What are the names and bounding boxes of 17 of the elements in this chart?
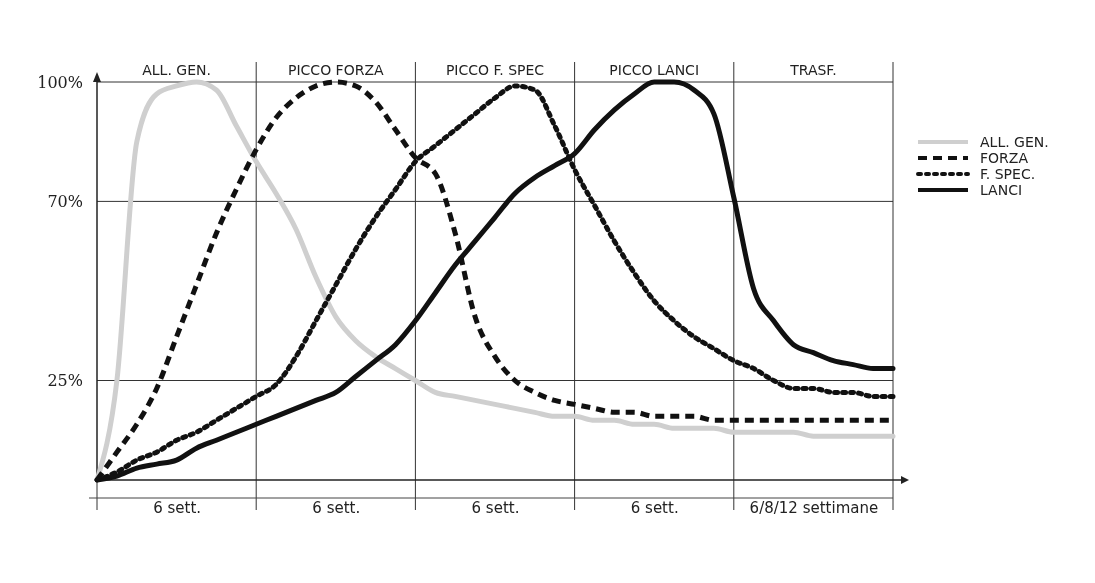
text: TRASF. (789, 62, 837, 78)
y-tick-label: 70% (47, 192, 83, 212)
x-tick-label: 6 sett. (471, 498, 520, 517)
legend-label: LANCI (980, 182, 1023, 198)
text: PICCO FORZA (288, 62, 384, 78)
text: PICCO LANCI (609, 62, 700, 78)
x-tick-label: 6 sett. (153, 498, 202, 517)
legend-label: F. SPEC. (980, 166, 1036, 182)
x-tick-label: 6 sett. (312, 498, 361, 517)
text: ALL. GEN. (142, 62, 211, 78)
text: PICCO F. SPEC (445, 62, 545, 78)
legend-label: ALL. GEN. (980, 134, 1049, 150)
y-tick-label: 100% (37, 72, 83, 92)
y-tick-label: 25% (47, 371, 83, 391)
x-tick-label: 6 sett. (630, 498, 679, 517)
x-tick-label: 6/8/12 settimane (749, 498, 879, 517)
legend-label: FORZA (980, 150, 1029, 166)
